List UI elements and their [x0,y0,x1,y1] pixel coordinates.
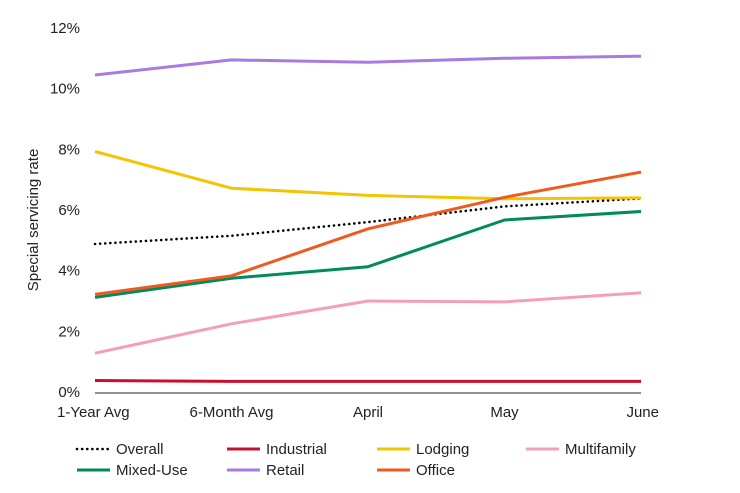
y-tick-label: 2% [58,323,80,340]
y-axis-ticks: 0% 2% 4% 6% 8% 10% 12% [50,20,80,401]
y-tick-label: 6% [58,202,80,219]
series-line-industrial [94,379,641,383]
series-line-mixed-use [94,210,642,299]
y-tick-label: 0% [58,384,80,401]
x-tick-label: June [626,404,659,421]
series-line-multifamily [94,291,642,355]
legend-label-lodging: Lodging [416,441,469,458]
y-tick-label: 4% [58,263,80,280]
x-tick-label: April [353,404,383,421]
series-lines [93,54,643,383]
y-tick-label: 12% [50,20,80,37]
series-line-office [94,170,642,296]
x-tick-label: 1-Year Avg [57,404,130,421]
legend-label-office: Office [416,462,455,479]
x-tick-label: May [490,404,519,421]
legend-label-overall: Overall [116,441,164,458]
legend-label-industrial: Industrial [266,441,327,458]
series-line-lodging [94,150,642,201]
x-axis-ticks: 1-Year Avg 6-Month Avg April May June [57,404,659,421]
x-tick-label: 6-Month Avg [190,404,274,421]
legend-label-multifamily: Multifamily [565,441,636,458]
series-line-overall [93,197,643,246]
y-axis-label: Special servicing rate [25,149,42,292]
legend-label-retail: Retail [266,462,304,479]
legend: Overall Industrial Lodging Multifamily Mixed… [75,441,636,479]
y-tick-label: 10% [50,81,80,98]
series-line-retail [94,54,642,77]
y-tick-label: 8% [58,141,80,158]
legend-label-mixed-use: Mixed-Use [116,462,188,479]
